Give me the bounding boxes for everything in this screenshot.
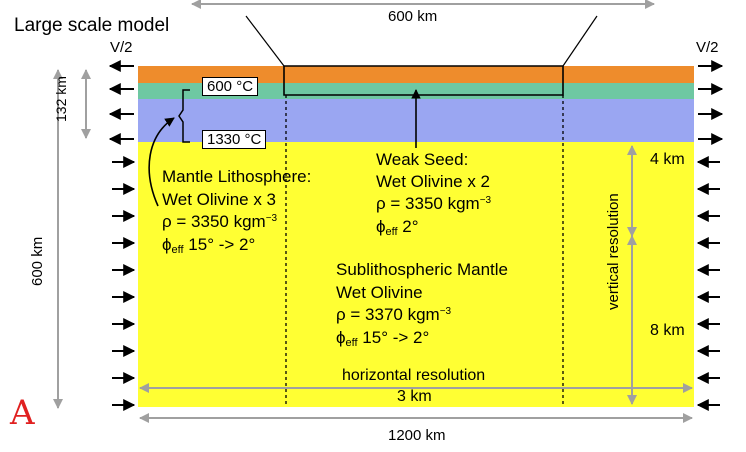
temperature-bottom-label: 1330 °C: [202, 130, 267, 149]
left-outflow-arrows: [108, 60, 134, 145]
velocity-right-label: V/2: [696, 39, 719, 56]
sublithospheric-mantle-friction: ϕeff 15° -> 2°: [336, 328, 430, 349]
sublithospheric-mantle-density: ρ = 3370 kgm−3: [336, 305, 452, 324]
mantle-lithosphere-density: ρ = 3350 kgm−3: [162, 212, 278, 231]
weak-seed-friction: ϕeff 2°: [376, 217, 419, 238]
panel-letter: A: [10, 393, 35, 433]
weak-seed-material: Wet Olivine x 2: [376, 172, 491, 191]
total-depth-label: 600 km: [29, 236, 46, 286]
weak-seed-outline: [283, 66, 564, 96]
horizontal-resolution-value: 3 km: [397, 388, 432, 405]
sublithospheric-mantle-material: Wet Olivine: [336, 283, 423, 302]
vertical-resolution-top-value: 4 km: [650, 151, 685, 168]
sublithospheric-mantle-title: Sublithospheric Mantle: [336, 260, 508, 279]
right-inflow-arrows: [696, 156, 720, 411]
temperature-top-label: 600 °C: [202, 77, 259, 96]
horizontal-resolution-label: horizontal resolution: [342, 367, 486, 384]
crust-layer: [138, 66, 694, 83]
velocity-left-label: V/2: [110, 39, 133, 56]
lithosphere-bracket: [178, 89, 190, 143]
diagram-title: Large scale model: [14, 15, 170, 36]
zoom-line-left: [245, 15, 285, 67]
top-width-label: 600 km: [388, 8, 438, 25]
right-outflow-arrows: [698, 60, 724, 145]
mantle-lithosphere-friction: ϕeff 15° -> 2°: [162, 235, 256, 256]
weak-seed-density: ρ = 3350 kgm−3: [376, 194, 492, 213]
lithosphere-thickness-label: 132 km: [53, 76, 69, 122]
vertical-resolution-bottom-value: 8 km: [650, 322, 685, 339]
lithosphere-pointer-arrow: [148, 117, 175, 207]
vertical-resolution-label: vertical resolution: [605, 193, 622, 310]
left-inflow-arrows: [112, 156, 136, 411]
weak-seed-title: Weak Seed:: [376, 150, 469, 169]
mantle-lithosphere-title: Mantle Lithosphere:: [162, 167, 312, 186]
total-width-label: 1200 km: [388, 427, 446, 444]
mantle-lithosphere-material: Wet Olivine x 3: [162, 190, 277, 209]
zoom-line-right: [562, 15, 598, 67]
sublithospheric-mantle-layer: [138, 142, 694, 407]
